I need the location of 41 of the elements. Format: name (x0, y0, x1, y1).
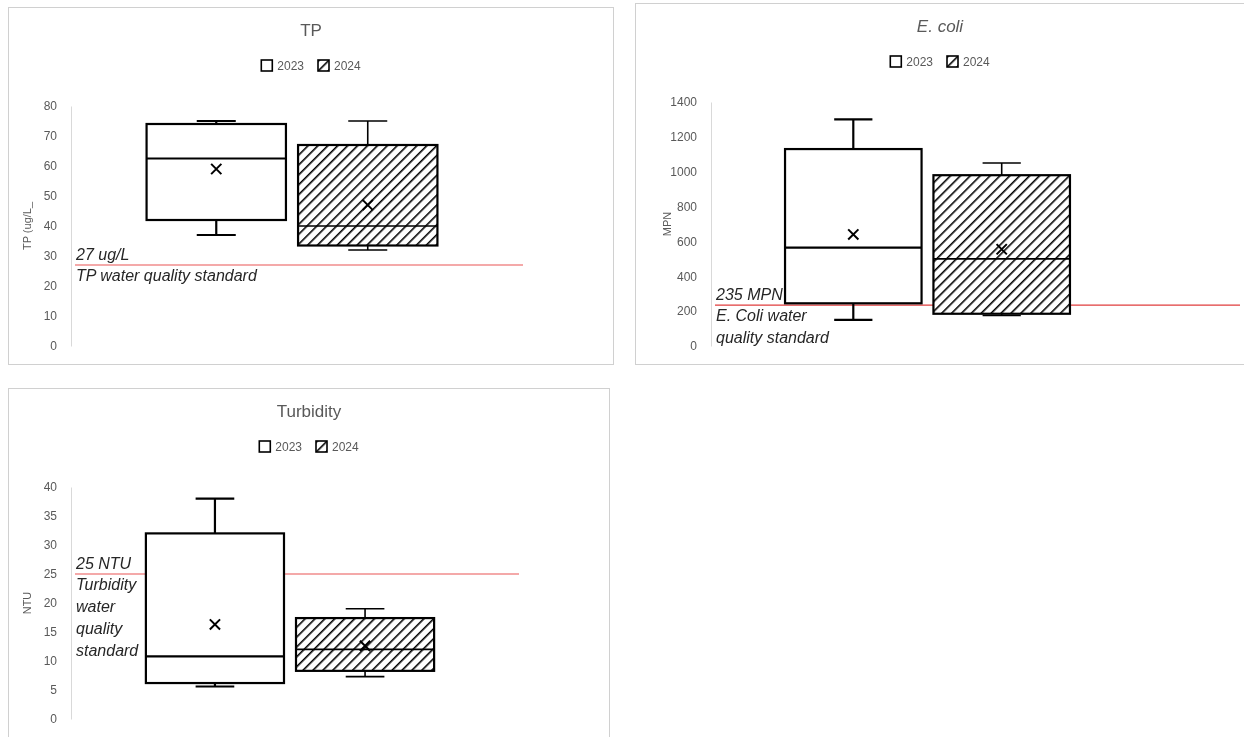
y-tick-label: 400 (676, 269, 698, 284)
y-tick-label: 10 (43, 309, 58, 324)
y-tick-label: 5 (50, 683, 58, 698)
y-tick-label: 1000 (670, 165, 698, 180)
ref-line-label: 27 ug/L TP water quality standard (75, 246, 258, 284)
y-tick-label: 80 (43, 99, 58, 114)
legend-label: 2023 (275, 440, 303, 454)
y-tick-label: 800 (676, 199, 698, 214)
chart-title: E. coli (916, 17, 965, 36)
y-tick-label: 25 (43, 567, 58, 582)
y-tick-label: 40 (43, 480, 58, 495)
y-tick-label: 35 (43, 509, 58, 524)
y-axis-title: MPN (661, 211, 673, 237)
y-tick-label: 1400 (670, 95, 698, 110)
y-tick-label: 50 (43, 189, 58, 204)
y-tick-label: 30 (43, 538, 58, 553)
y-tick-label: 40 (43, 219, 58, 234)
y-tick-label: 20 (43, 596, 58, 611)
chart-title: TP (300, 21, 322, 40)
y-tick-label: 0 (50, 339, 58, 354)
y-axis-title: TP (ug/L_ (21, 201, 33, 251)
y-axis-title: NTU (21, 591, 33, 615)
y-tick-label: 30 (43, 249, 58, 264)
legend-label: 2024 (963, 55, 991, 69)
y-tick-label: 0 (50, 712, 58, 727)
y-tick-label: 70 (43, 129, 58, 144)
legend-label: 2023 (906, 55, 934, 69)
y-tick-label: 600 (676, 234, 698, 249)
ref-line-label: 25 NTU Turbidity water quality standard (75, 555, 140, 659)
chart-title: Turbidity (276, 402, 342, 421)
y-tick-label: 15 (43, 625, 58, 640)
y-tick-label: 60 (43, 159, 58, 174)
y-tick-label: 0 (690, 339, 698, 354)
ref-line-label: 235 MPN E. Coli water quality standard (715, 286, 831, 347)
y-tick-label: 200 (676, 304, 698, 319)
y-tick-label: 10 (43, 654, 58, 669)
y-tick-label: 20 (43, 279, 58, 294)
legend-label: 2023 (277, 59, 305, 73)
y-tick-label: 1200 (670, 130, 698, 145)
legend-label: 2024 (334, 59, 362, 73)
legend-label: 2024 (332, 440, 360, 454)
